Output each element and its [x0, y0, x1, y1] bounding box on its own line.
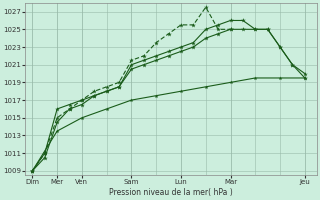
X-axis label: Pression niveau de la mer( hPa ): Pression niveau de la mer( hPa ) — [109, 188, 233, 197]
